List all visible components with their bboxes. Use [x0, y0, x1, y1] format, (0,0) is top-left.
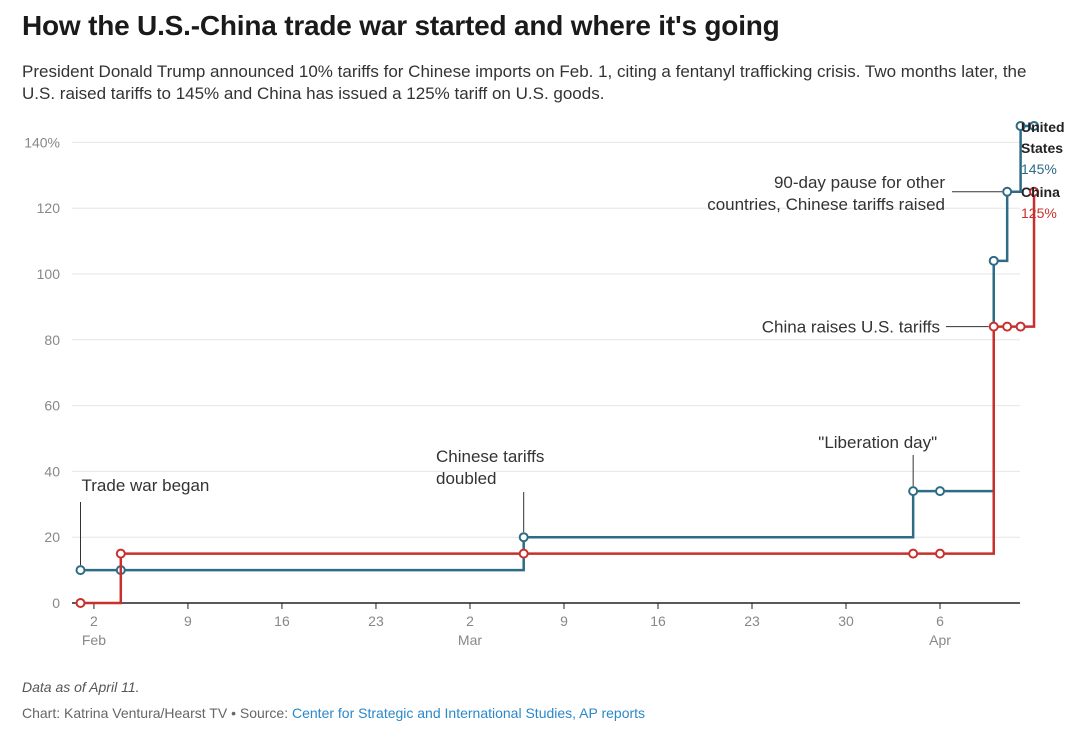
data-point: [988, 255, 999, 266]
data-point: [1029, 186, 1040, 197]
data-point: [1015, 120, 1026, 131]
x-tick-label: 2: [466, 613, 474, 629]
x-tick-label: 9: [184, 613, 192, 629]
x-tick-label: 6: [936, 613, 944, 629]
y-tick-label: 0: [52, 595, 60, 611]
annotation-text: countries, Chinese tariffs raised: [707, 195, 945, 214]
annotation-text: China raises U.S. tariffs: [762, 318, 940, 337]
data-point: [75, 565, 86, 576]
data-point: [1002, 186, 1013, 197]
y-tick-label: 100: [37, 266, 61, 282]
annotation-text: doubled: [436, 469, 497, 488]
data-point: [1015, 321, 1026, 332]
x-tick-label: 23: [368, 613, 384, 629]
data-point: [115, 548, 126, 559]
x-tick-label: 30: [838, 613, 854, 629]
x-month-label: Mar: [458, 632, 482, 648]
source-link[interactable]: Center for Strategic and International S…: [292, 705, 646, 721]
data-point: [935, 486, 946, 497]
data-point: [518, 548, 529, 559]
annotation-text: 90-day pause for other: [774, 173, 945, 192]
chart-credit: Chart: Katrina Ventura/Hearst TV • Sourc…: [22, 705, 645, 721]
series-line-china: [80, 191, 1036, 605]
y-tick-label: 40: [44, 463, 60, 479]
annotation-text: Trade war began: [82, 476, 210, 495]
data-point: [1029, 120, 1040, 131]
x-tick-label: 23: [744, 613, 760, 629]
annotation-text: Chinese tariffs: [436, 447, 544, 466]
data-point: [908, 486, 919, 497]
data-point: [75, 598, 86, 608]
series-end-value: 145%: [1021, 161, 1057, 177]
series-label: United: [1021, 119, 1065, 135]
x-tick-label: 16: [650, 613, 666, 629]
x-tick-label: 9: [560, 613, 568, 629]
series-label: China: [1021, 184, 1060, 200]
data-note: Data as of April 11.: [22, 679, 140, 695]
series-end-value: 125%: [1021, 205, 1057, 221]
x-month-label: Apr: [929, 632, 951, 648]
data-point: [988, 321, 999, 332]
data-point: [908, 548, 919, 559]
x-tick-label: 16: [274, 613, 290, 629]
y-tick-label: 120: [37, 200, 61, 216]
y-tick-label: 20: [44, 529, 60, 545]
data-point: [518, 532, 529, 543]
y-tick-label: 60: [44, 398, 60, 414]
y-tick-label: 140%: [24, 134, 60, 150]
annotation-text: "Liberation day": [818, 433, 937, 452]
series-label: States: [1021, 140, 1063, 156]
data-point: [935, 548, 946, 559]
data-point: [1002, 321, 1013, 332]
chart-title: How the U.S.-China trade war started and…: [22, 10, 780, 41]
credit-text: Chart: Katrina Ventura/Hearst TV • Sourc…: [22, 705, 292, 721]
x-month-label: Feb: [82, 632, 106, 648]
chart-subtitle: President Donald Trump announced 10% tar…: [22, 62, 1027, 103]
y-tick-label: 80: [44, 332, 60, 348]
x-tick-label: 2: [90, 613, 98, 629]
series-line-us: [80, 124, 1035, 572]
